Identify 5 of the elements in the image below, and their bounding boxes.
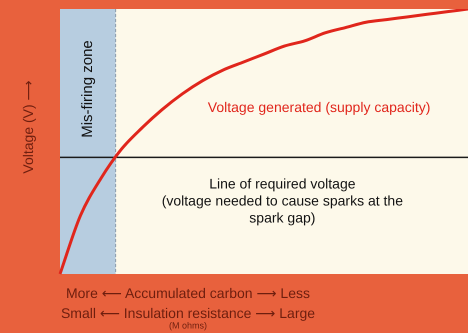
x-axis-title: More ⟵ Accumulated carbon ⟶ Less Small ⟵ Insulation resistance ⟶ Large (M ohms) [60,284,316,330]
ref-line-label: Line of required voltage (voltage needed to cause sparks at the spark gap) [162,175,404,226]
annotation: Mis-firing zone [78,40,96,138]
series-label: Voltage generated (supply capacity) [208,98,430,115]
y-axis-title: Voltage (V) ⟶ [20,80,36,174]
